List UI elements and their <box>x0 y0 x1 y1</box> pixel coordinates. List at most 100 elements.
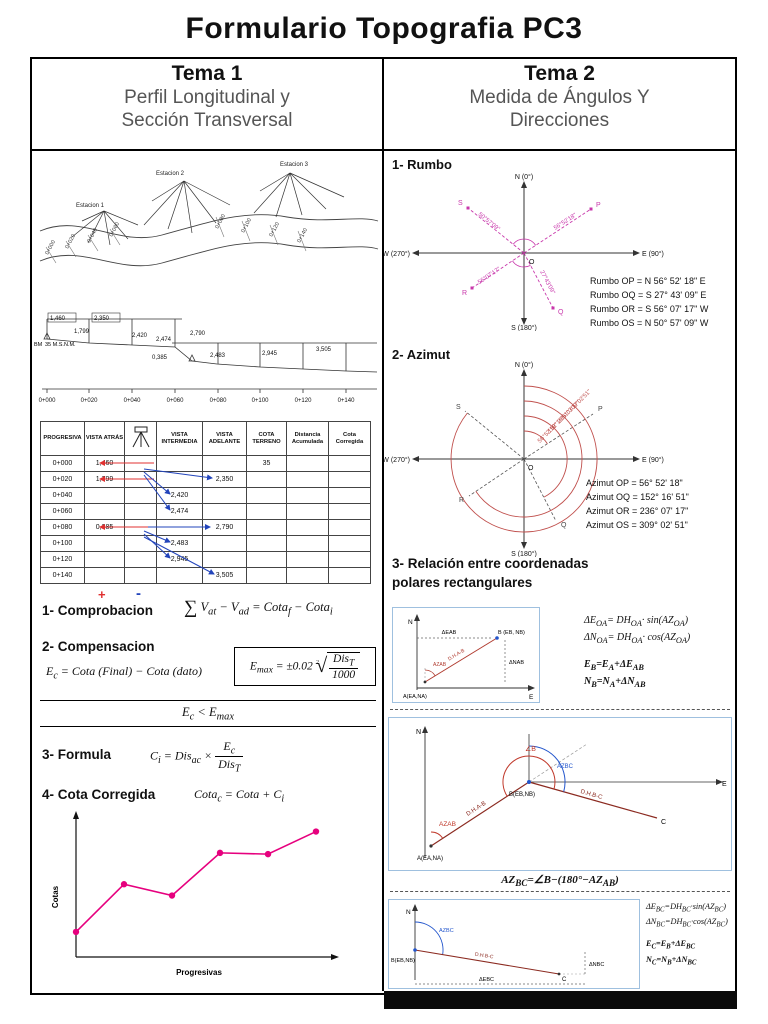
table-cell: 0+060 <box>40 503 85 520</box>
delta-n-label: ΔNAB <box>509 660 524 666</box>
formula1-label: 1- Comprobacion <box>42 603 154 618</box>
formula2b-box: Emax = ±0.02 2√ DisT 1000 <box>234 647 376 687</box>
e-label: E <box>529 694 534 701</box>
benchmark-icon <box>188 354 196 362</box>
table-cell: 0+100 <box>40 535 85 552</box>
dashed-separator <box>390 891 730 892</box>
section-ticks <box>45 216 307 264</box>
formula2c: Ec < Emax <box>182 705 234 723</box>
coords-diagram-a: N E A(EA,NA) B (EB, NB) ΔEAB ΔNAB AZAB D… <box>392 607 540 703</box>
list-item: NC=NB+ΔNBC <box>646 954 697 967</box>
tema2-subtitle-line2: Direcciones <box>509 110 610 132</box>
azimut-arc-labels: 56°52'18" 152°16'51" 236°07'17" 309°02'5… <box>537 389 593 445</box>
point-q-label: Q <box>558 309 564 316</box>
point-c-label: C <box>562 977 567 983</box>
formula2-label: 2- Compensacion <box>42 639 155 654</box>
angle-label: 27°43'09" <box>538 270 555 296</box>
footer-bar <box>384 991 737 1009</box>
azimut-lines: Azimut OP = 56° 52' 18" Azimut OQ = 152° … <box>586 477 736 533</box>
rule-line <box>40 700 376 701</box>
cardinal-labels: N (0°) S (180°) E (90°) W (270°) O <box>384 361 664 557</box>
col-header-vista-intermedia: VISTA INTERMEDIA <box>156 421 203 456</box>
direction-lines <box>467 207 592 309</box>
table-cell <box>124 519 157 536</box>
cardinal-labels: N (0°) S (180°) E (90°) W (270°) O <box>384 173 664 331</box>
dh-ab-line <box>424 637 498 683</box>
page-title: Formulario Topografia PC3 <box>185 12 583 45</box>
list-item: EB=EA+ΔEAB <box>584 658 644 672</box>
point-a-label: A(EA,NA) <box>403 694 427 700</box>
point-p-label: P <box>598 406 603 413</box>
table-cell <box>124 503 157 520</box>
point-r-label: R <box>459 497 464 504</box>
table-cell <box>84 487 125 504</box>
dh-bc-line <box>528 781 658 819</box>
azbc-caption: AZBC=∠B−(180°−AZAB) <box>501 874 619 889</box>
point-c <box>557 972 561 976</box>
direction-endpoints <box>466 206 593 310</box>
table-cell <box>84 551 125 568</box>
az-bc-label: AZBC <box>557 764 574 770</box>
relacion-heading-line2: polares rectangulares <box>392 575 533 590</box>
point-a-label: A(EA,NA) <box>417 856 443 862</box>
bm-value: 35 M.S.N.M. <box>45 342 76 348</box>
tema2-subtitle-line1: Medida de Ángulos Y <box>469 87 650 108</box>
table-row: 0+140 3,505 <box>40 567 371 584</box>
formula1: ∑ Vat − Vad = Cotaf − Cotai <box>184 597 333 618</box>
table-cell <box>246 519 287 536</box>
table-cell <box>156 567 203 584</box>
azimut-heading: 2- Azimut <box>392 347 451 362</box>
east-label: E (90°) <box>642 456 664 464</box>
angle-label: 50°57'09" <box>477 212 501 233</box>
table-cell <box>328 519 371 536</box>
cotas-chart: Cotas Progresivas <box>51 811 339 977</box>
reading-value: 2,790 <box>190 331 206 337</box>
point-a <box>429 844 433 848</box>
list-item: EC=EB+ΔEBC <box>646 939 696 952</box>
chainage-label: 0+100 <box>240 217 253 233</box>
dh-ab-line <box>430 781 530 847</box>
table-cell <box>202 487 247 504</box>
table-row: 0+080 0,385 2,790 <box>40 519 371 536</box>
table-cell <box>328 471 371 488</box>
table-cell <box>286 519 329 536</box>
reading-value: 1,799 <box>74 329 90 335</box>
table-row: 0+120 2,945 <box>40 551 371 568</box>
west-label: W (270°) <box>384 456 410 464</box>
azimut-compass: N (0°) S (180°) E (90°) W (270°) O P Q R… <box>384 361 664 557</box>
tema1-title: Tema 1 <box>171 62 243 85</box>
profile-chainage-labels: 0+000 0+020 0+040 0+060 0+080 0+100 0+12… <box>39 398 356 404</box>
arc-label: 309°02'51" <box>568 389 593 414</box>
table-cell <box>246 487 287 504</box>
azimut-arcs <box>450 385 598 533</box>
x-axis-arrow <box>331 954 339 960</box>
plus-sign: + <box>98 587 106 602</box>
station-label: Estacion 2 <box>156 171 185 177</box>
main-box: Tema 1 Perfil Longitudinal y Sección Tra… <box>30 57 737 995</box>
station-rays <box>71 172 345 246</box>
reading-value: 2,483 <box>210 353 226 359</box>
chainage-label: 0+040 <box>86 227 99 243</box>
south-label: S (180°) <box>511 550 537 557</box>
table-cell <box>286 551 329 568</box>
dashed-separator <box>390 709 730 710</box>
chainage-label: 0+120 <box>295 398 313 404</box>
table-cell <box>202 551 247 568</box>
table-cell <box>124 471 157 488</box>
nivelacion-table-body: 0+000 1,460 35 0+020 1,799 2,350 0+040 2,420 0+0… <box>40 455 371 584</box>
plan-view-sketch: Estacion 1 Estacion 2 Estacion 3 0+000 0… <box>39 162 379 267</box>
point-b-label: B(EB,NB) <box>509 792 535 798</box>
list-item: ΔNOA= DHOA· cos(AZOA) <box>584 632 691 646</box>
table-cell <box>328 551 371 568</box>
chainage-label: 0+120 <box>268 221 281 237</box>
table-cell: 1,460 <box>84 455 125 472</box>
tema1-header: Tema 1 Perfil Longitudinal y Sección Tra… <box>32 59 384 149</box>
chainage-label: 0+080 <box>214 213 227 229</box>
point-b-label: B(EB,NB) <box>391 958 415 964</box>
nivelacion-table: PROGRESIVA VISTA ATRÁS VISTA INTERMEDIA … <box>40 421 371 584</box>
point-labels: P Q R S <box>456 404 603 529</box>
table-cell <box>156 519 203 536</box>
reading-value: 3,505 <box>316 347 332 353</box>
minus-sign: - <box>136 585 141 602</box>
n-label: N <box>406 909 411 916</box>
